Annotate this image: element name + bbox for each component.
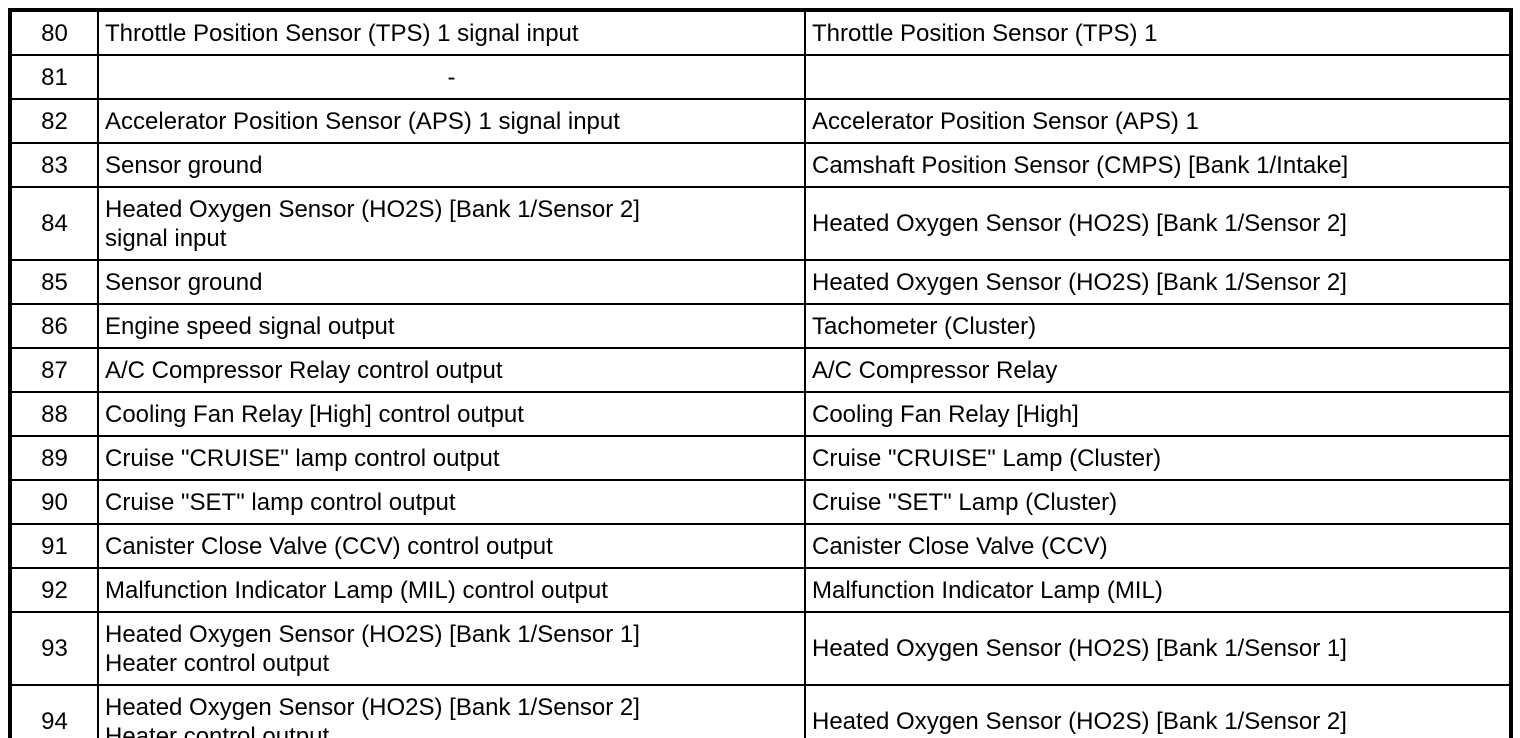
table-row: 89 Cruise "CRUISE" lamp control output C… — [9, 435, 1512, 481]
connected-component-cell: Camshaft Position Sensor (CMPS) [Bank 1/… — [804, 142, 1512, 188]
connected-component-cell: Throttle Position Sensor (TPS) 1 — [804, 9, 1512, 56]
pin-number-cell: 88 — [9, 391, 99, 437]
connected-component-cell: Heated Oxygen Sensor (HO2S) [Bank 1/Sens… — [804, 259, 1512, 305]
pin-number-cell: 85 — [9, 259, 99, 305]
pin-number-cell: 82 — [9, 98, 99, 144]
pin-number-cell: 86 — [9, 303, 99, 349]
table-row: 84 Heated Oxygen Sensor (HO2S) [Bank 1/S… — [9, 186, 1512, 261]
connected-component-cell: Heated Oxygen Sensor (HO2S) [Bank 1/Sens… — [804, 186, 1512, 261]
connected-component-cell: Malfunction Indicator Lamp (MIL) — [804, 567, 1512, 613]
pin-number-cell: 93 — [9, 611, 99, 686]
connected-component-cell: Heated Oxygen Sensor (HO2S) [Bank 1/Sens… — [804, 611, 1512, 686]
connected-component-cell: Accelerator Position Sensor (APS) 1 — [804, 98, 1512, 144]
connected-component-cell: Cruise "CRUISE" Lamp (Cluster) — [804, 435, 1512, 481]
pin-number-cell: 81 — [9, 54, 99, 100]
pin-number-cell: 91 — [9, 523, 99, 569]
table-row: 90 Cruise "SET" lamp control output Crui… — [9, 479, 1512, 525]
connected-component-cell: Tachometer (Cluster) — [804, 303, 1512, 349]
pin-number-cell: 94 — [9, 684, 99, 738]
pin-description-cell: Canister Close Valve (CCV) control outpu… — [97, 523, 806, 569]
table-row: 85 Sensor ground Heated Oxygen Sensor (H… — [9, 259, 1512, 305]
connected-component-cell: A/C Compressor Relay — [804, 347, 1512, 393]
pin-number-cell: 84 — [9, 186, 99, 261]
connected-component-cell: Cruise "SET" Lamp (Cluster) — [804, 479, 1512, 525]
connected-component-cell: Cooling Fan Relay [High] — [804, 391, 1512, 437]
pin-number-cell: 80 — [9, 9, 99, 56]
table-row: 80 Throttle Position Sensor (TPS) 1 sign… — [9, 9, 1512, 56]
table-row: 88 Cooling Fan Relay [High] control outp… — [9, 391, 1512, 437]
pin-description-cell: Heated Oxygen Sensor (HO2S) [Bank 1/Sens… — [97, 684, 806, 738]
pin-description-cell: Engine speed signal output — [97, 303, 806, 349]
pin-description-cell: Heated Oxygen Sensor (HO2S) [Bank 1/Sens… — [97, 186, 806, 261]
pin-number-cell: 92 — [9, 567, 99, 613]
pin-number-cell: 89 — [9, 435, 99, 481]
pin-description-cell: Accelerator Position Sensor (APS) 1 sign… — [97, 98, 806, 144]
pin-number-cell: 83 — [9, 142, 99, 188]
pin-number-cell: 90 — [9, 479, 99, 525]
pin-description-cell: - — [97, 54, 806, 100]
connected-component-cell: Heated Oxygen Sensor (HO2S) [Bank 1/Sens… — [804, 684, 1512, 738]
pin-description-cell: Cruise "SET" lamp control output — [97, 479, 806, 525]
pin-description-cell: A/C Compressor Relay control output — [97, 347, 806, 393]
table-row: 81 - — [9, 54, 1512, 100]
table-row: 91 Canister Close Valve (CCV) control ou… — [9, 523, 1512, 569]
table-row: 82 Accelerator Position Sensor (APS) 1 s… — [9, 98, 1512, 144]
pin-description-cell: Cooling Fan Relay [High] control output — [97, 391, 806, 437]
pin-description-cell: Heated Oxygen Sensor (HO2S) [Bank 1/Sens… — [97, 611, 806, 686]
pin-description-cell: Sensor ground — [97, 142, 806, 188]
table-row: 87 A/C Compressor Relay control output A… — [9, 347, 1512, 393]
pin-description-cell: Sensor ground — [97, 259, 806, 305]
pin-table-body: 80 Throttle Position Sensor (TPS) 1 sign… — [9, 9, 1512, 738]
table-row: 92 Malfunction Indicator Lamp (MIL) cont… — [9, 567, 1512, 613]
pin-description-cell: Malfunction Indicator Lamp (MIL) control… — [97, 567, 806, 613]
table-row: 83 Sensor ground Camshaft Position Senso… — [9, 142, 1512, 188]
pin-description-cell: Cruise "CRUISE" lamp control output — [97, 435, 806, 481]
table-row: 86 Engine speed signal output Tachometer… — [9, 303, 1512, 349]
pin-description-cell: Throttle Position Sensor (TPS) 1 signal … — [97, 9, 806, 56]
table-row: 94 Heated Oxygen Sensor (HO2S) [Bank 1/S… — [9, 684, 1512, 738]
pin-assignment-table: 80 Throttle Position Sensor (TPS) 1 sign… — [8, 8, 1513, 738]
table-row: 93 Heated Oxygen Sensor (HO2S) [Bank 1/S… — [9, 611, 1512, 686]
connected-component-cell: Canister Close Valve (CCV) — [804, 523, 1512, 569]
connected-component-cell — [804, 54, 1512, 100]
pin-number-cell: 87 — [9, 347, 99, 393]
